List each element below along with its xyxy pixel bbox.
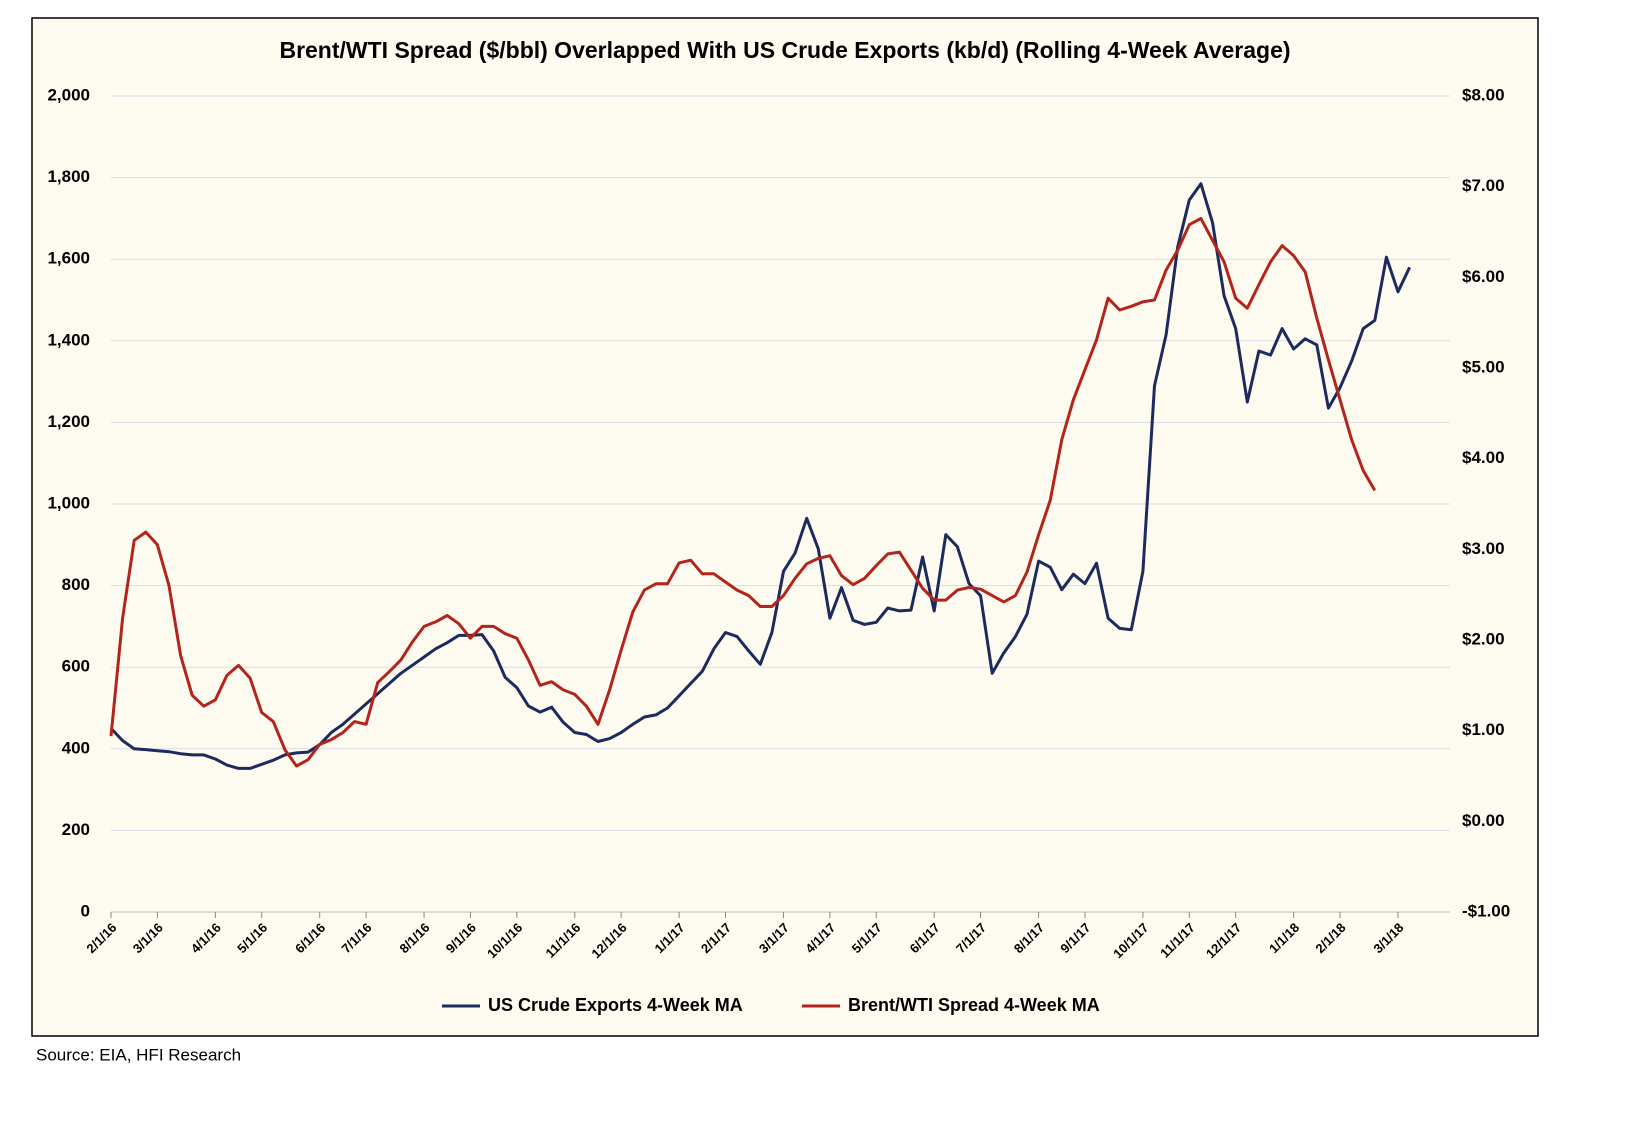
y2-tick-label: $1.00 [1462, 720, 1505, 739]
y2-tick-label: $4.00 [1462, 448, 1505, 467]
chart-title: Brent/WTI Spread ($/bbl) Overlapped With… [279, 37, 1290, 63]
y-tick-label: 200 [62, 820, 90, 839]
y2-tick-label: $8.00 [1462, 85, 1505, 104]
y2-tick-label: -$1.00 [1462, 901, 1510, 920]
y2-tick-label: $7.00 [1462, 176, 1505, 195]
series-line [109, 216, 1377, 768]
y-tick-label: 1,000 [47, 493, 90, 512]
series-line [109, 182, 1411, 770]
y2-tick-label: $5.00 [1462, 357, 1505, 376]
legend-label: Brent/WTI Spread 4-Week MA [848, 995, 1100, 1015]
y-tick-label: 1,800 [47, 167, 90, 186]
source: Source: EIA, HFI Research [36, 1045, 241, 1064]
y-tick-label: 1,400 [47, 330, 90, 349]
y2-tick-label: $0.00 [1462, 811, 1505, 830]
y2-tick-label: $3.00 [1462, 539, 1505, 558]
y-tick-label: 800 [62, 575, 90, 594]
y2-tick-label: $2.00 [1462, 629, 1505, 648]
y-tick-label: 400 [62, 738, 90, 757]
legend-label: US Crude Exports 4-Week MA [488, 995, 743, 1015]
y-tick-label: 1,600 [47, 249, 90, 268]
y2-tick-label: $6.00 [1462, 267, 1505, 286]
y-tick-label: 0 [81, 901, 90, 920]
y-tick-label: 2,000 [47, 85, 90, 104]
y-tick-label: 1,200 [47, 412, 90, 431]
chart-frame [31, 17, 1539, 1037]
y-tick-label: 600 [62, 657, 90, 676]
